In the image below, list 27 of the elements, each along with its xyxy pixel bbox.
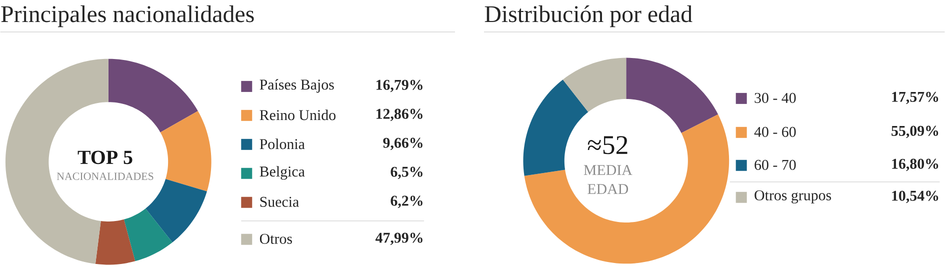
data-label: 9,66% [383,138,422,150]
data-label: 16,79% [376,80,422,92]
data-label: 6,2% [390,196,422,208]
data-label: 16,80% [892,158,938,172]
legend-label: Países Bajos [260,79,334,93]
text: MEDIA [584,165,632,175]
legend-label: 30 - 40 [754,92,796,104]
data-label: 47,99% [376,232,422,246]
text: ≈52 [588,136,628,154]
legend-label: Reino Unido [260,110,336,120]
legend-label: Otros [260,234,292,244]
legend-label: Belgica [260,166,305,180]
data-label: 12,86% [376,108,422,122]
legend-label: Suecia [260,196,299,207]
data-label: 55,09% [892,126,938,138]
legend-label: 40 - 60 [754,126,796,138]
text: TOP 5 [78,150,132,164]
legend-label: Polonia [260,138,305,150]
text: NACIONALIDADES [56,172,154,180]
chart-title: Principales nacionalidades [1,5,254,28]
data-label: 17,57% [892,92,938,104]
data-label: 6,5% [390,166,422,180]
legend-label: Otros grupos [754,190,832,204]
text: EDAD [588,184,628,194]
chart-title: Distribución por edad [484,5,692,28]
legend-label: 60 - 70 [754,160,796,170]
data-label: 10,54% [892,190,938,204]
